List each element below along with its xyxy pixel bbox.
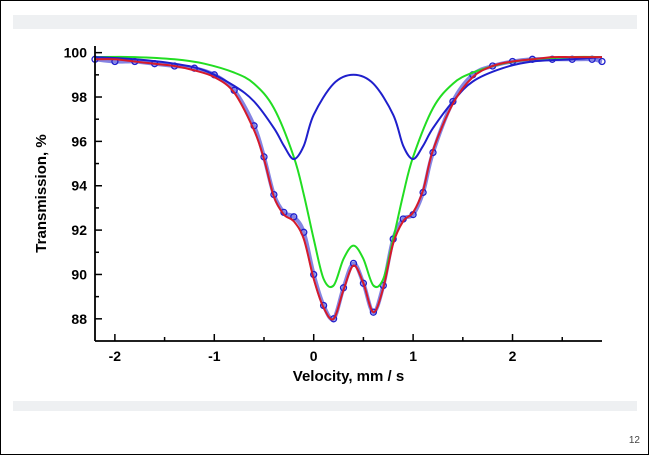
series-layer — [91, 55, 606, 323]
y-tick-label: 94 — [71, 178, 87, 194]
x-tick-label: 1 — [409, 348, 417, 364]
y-axis-label: Transmission, % — [33, 134, 50, 252]
y-tick-label: 98 — [71, 89, 87, 105]
x-tick-label: -2 — [109, 348, 122, 364]
x-axis-label: Velocity, mm / s — [293, 368, 404, 385]
x-tick-label: 2 — [509, 348, 517, 364]
y-tick-label: 90 — [71, 266, 87, 282]
x-tick-label: 0 — [310, 348, 318, 364]
series-fit-total-line — [94, 55, 602, 321]
y-tick-label: 92 — [71, 222, 87, 238]
plot-background — [95, 46, 602, 341]
y-tick-label: 88 — [71, 311, 87, 327]
axes-layer: -2 -1 0 1 2 88 90 92 94 96 98 100 — [64, 45, 602, 364]
x-tick-label: -1 — [208, 348, 221, 364]
page-number: 12 — [628, 435, 640, 446]
series-doublet-blue-line — [94, 56, 603, 161]
plot-area — [95, 46, 602, 341]
header-band — [13, 15, 637, 29]
series-doublet-green-line — [94, 55, 603, 288]
footer-band — [13, 401, 637, 411]
y-tick-label: 96 — [71, 133, 87, 149]
y-tick-label: 100 — [64, 45, 88, 61]
